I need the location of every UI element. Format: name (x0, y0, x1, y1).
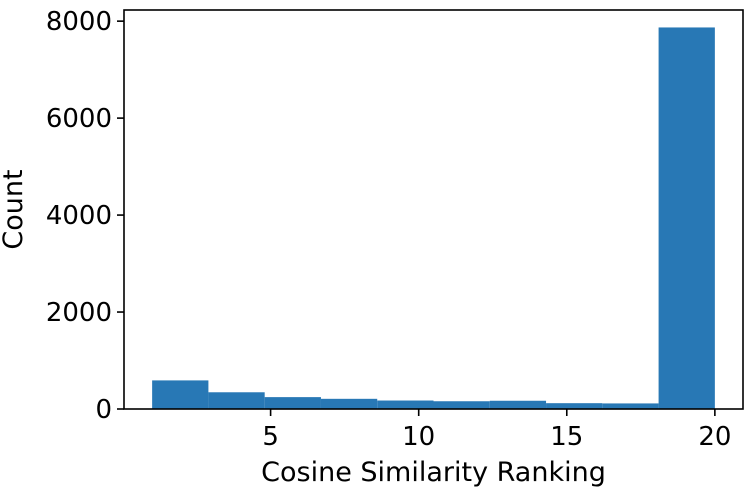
y-tick-label: 6000 (46, 104, 112, 134)
histogram-bar-8 (546, 403, 603, 409)
y-tick-label: 0 (95, 395, 112, 425)
histogram-bar-6 (433, 401, 490, 409)
ticks-group: 5 10 15 20 0 2000 4000 6000 8000 (46, 7, 732, 452)
histogram-bar-10 (658, 27, 715, 410)
histogram-bar-9 (602, 403, 659, 409)
y-axis-label: Count (0, 169, 29, 249)
bars-group (152, 27, 715, 410)
x-tick-label: 15 (550, 422, 583, 452)
x-axis-label: Cosine Similarity Ranking (261, 457, 606, 488)
plot-frame (123, 9, 744, 410)
x-tick-label: 5 (262, 422, 279, 452)
histogram-bar-4 (320, 398, 378, 409)
x-tick-label: 20 (698, 422, 731, 452)
histogram-bar-3 (264, 397, 321, 409)
histogram-bar-5 (377, 400, 434, 409)
y-tick-label: 8000 (46, 7, 112, 37)
x-tick-label: 10 (402, 422, 435, 452)
y-tick-label: 4000 (46, 201, 112, 231)
histogram-bar-1 (152, 380, 209, 409)
y-tick-label: 2000 (46, 298, 112, 328)
histogram-bar-7 (489, 400, 547, 409)
histogram-bar-2 (208, 392, 265, 409)
